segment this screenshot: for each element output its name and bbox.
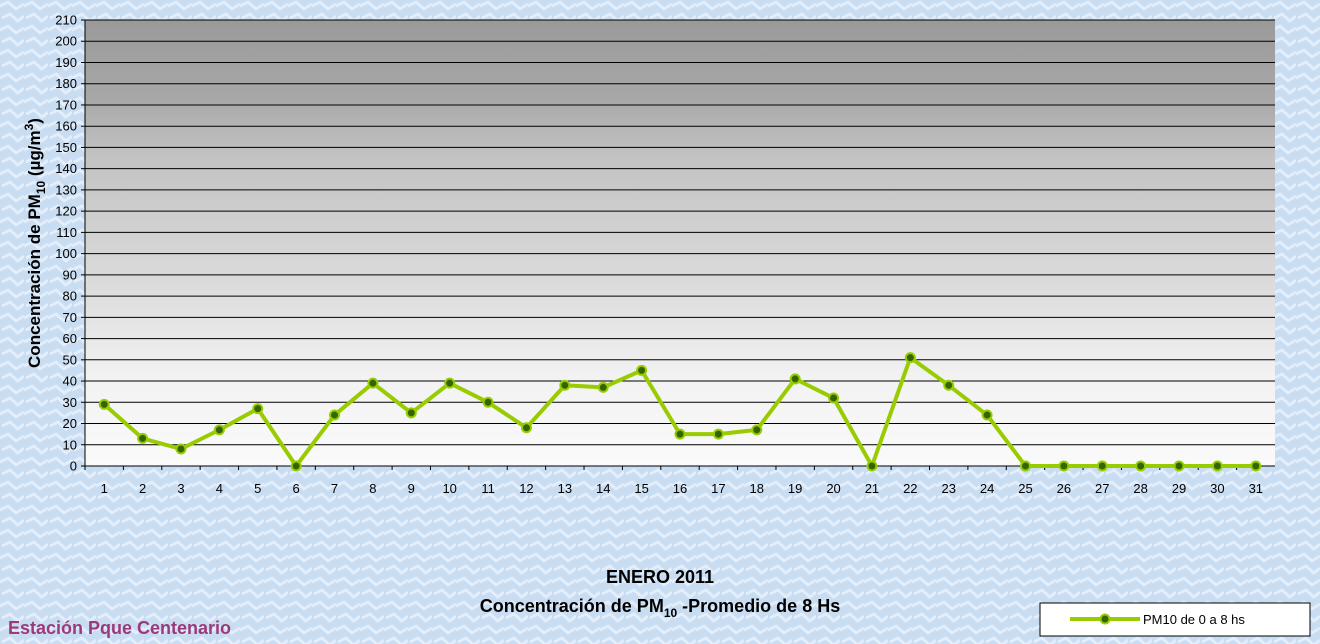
data-point	[1213, 462, 1222, 471]
x-tick-label: 17	[711, 481, 725, 496]
y-tick-label: 10	[63, 437, 77, 452]
x-tick-label: 18	[750, 481, 764, 496]
x-tick-label: 9	[408, 481, 415, 496]
x-tick-label: 14	[596, 481, 610, 496]
data-point	[407, 408, 416, 417]
data-point	[1098, 462, 1107, 471]
data-point	[714, 430, 723, 439]
y-tick-label: 120	[55, 204, 77, 219]
x-tick-label: 3	[177, 481, 184, 496]
y-tick-label: 50	[63, 352, 77, 367]
subtitle-part: -Promedio de 8 Hs	[677, 596, 840, 616]
y-tick-label: 100	[55, 246, 77, 261]
data-point	[292, 462, 301, 471]
x-tick-label: 11	[481, 481, 495, 496]
data-point	[1021, 462, 1030, 471]
x-tick-label: 28	[1133, 481, 1147, 496]
data-point	[637, 366, 646, 375]
data-point	[752, 425, 761, 434]
x-tick-label: 16	[673, 481, 687, 496]
y-tick-label: 0	[70, 459, 77, 474]
x-tick-label: 30	[1210, 481, 1224, 496]
data-point	[484, 398, 493, 407]
y-tick-label: 60	[63, 331, 77, 346]
y-tick-label: 80	[63, 289, 77, 304]
data-point	[253, 404, 262, 413]
y-tick-label: 160	[55, 119, 77, 134]
data-point	[330, 411, 339, 420]
x-tick-label: 12	[519, 481, 533, 496]
data-point	[1059, 462, 1068, 471]
y-label-part: )	[25, 118, 44, 124]
data-point	[944, 381, 953, 390]
data-point	[100, 400, 109, 409]
x-tick-label: 21	[865, 481, 879, 496]
y-tick-label: 30	[63, 395, 77, 410]
chart: ENERO 2011 Concentración de PM10 -Promed…	[0, 0, 1320, 644]
data-point	[445, 379, 454, 388]
x-tick-label: 23	[941, 481, 955, 496]
x-tick-label: 8	[369, 481, 376, 496]
y-tick-label: 180	[55, 76, 77, 91]
data-point	[368, 379, 377, 388]
data-point	[138, 434, 147, 443]
data-point	[522, 423, 531, 432]
y-label-part: (µg/m	[25, 130, 44, 180]
data-point	[215, 425, 224, 434]
subtitle-part: Concentración de PM	[480, 596, 664, 616]
x-tick-label: 1	[101, 481, 108, 496]
x-tick-label: 27	[1095, 481, 1109, 496]
x-tick-label: 7	[331, 481, 338, 496]
chart-title: ENERO 2011	[606, 567, 714, 587]
plot-area	[85, 20, 1275, 466]
data-point	[1251, 462, 1260, 471]
data-point	[867, 462, 876, 471]
x-tick-label: 19	[788, 481, 802, 496]
x-tick-label: 13	[558, 481, 572, 496]
y-tick-label: 170	[55, 97, 77, 112]
y-tick-label: 140	[55, 161, 77, 176]
data-point	[676, 430, 685, 439]
x-tick-label: 5	[254, 481, 261, 496]
data-point	[560, 381, 569, 390]
x-tick-label: 4	[216, 481, 223, 496]
page: ENERO 2011 Concentración de PM10 -Promed…	[0, 0, 1320, 644]
y-tick-label: 150	[55, 140, 77, 155]
x-tick-label: 24	[980, 481, 994, 496]
data-point	[829, 394, 838, 403]
x-tick-label: 31	[1249, 481, 1263, 496]
x-tick-label: 26	[1057, 481, 1071, 496]
data-point	[176, 445, 185, 454]
data-point	[906, 353, 915, 362]
y-tick-label: 190	[55, 55, 77, 70]
x-tick-label: 22	[903, 481, 917, 496]
y-tick-label: 110	[56, 225, 77, 240]
x-tick-label: 25	[1018, 481, 1032, 496]
x-tick-label: 2	[139, 481, 146, 496]
data-point	[983, 411, 992, 420]
y-tick-label: 70	[63, 310, 77, 325]
y-tick-label: 40	[63, 374, 77, 389]
x-tick-label: 6	[293, 481, 300, 496]
y-tick-label: 90	[63, 267, 77, 282]
x-tick-label: 20	[826, 481, 840, 496]
y-tick-label: 200	[55, 34, 77, 49]
data-point	[791, 374, 800, 383]
x-tick-label: 10	[442, 481, 456, 496]
y-tick-label: 210	[55, 13, 77, 28]
legend-marker	[1101, 615, 1110, 624]
y-tick-label: 130	[55, 182, 77, 197]
data-point	[1175, 462, 1184, 471]
subtitle-sub: 10	[664, 606, 678, 620]
data-point	[1136, 462, 1145, 471]
legend-label: PM10 de 0 a 8 hs	[1143, 612, 1245, 627]
x-tick-label: 15	[634, 481, 648, 496]
y-tick-label: 20	[63, 416, 77, 431]
y-label-sub: 10	[34, 180, 48, 194]
data-point	[599, 383, 608, 392]
y-label-part: Concentración de PM	[25, 194, 44, 368]
x-tick-label: 29	[1172, 481, 1186, 496]
station-label: Estación Pque Centenario	[8, 618, 231, 638]
